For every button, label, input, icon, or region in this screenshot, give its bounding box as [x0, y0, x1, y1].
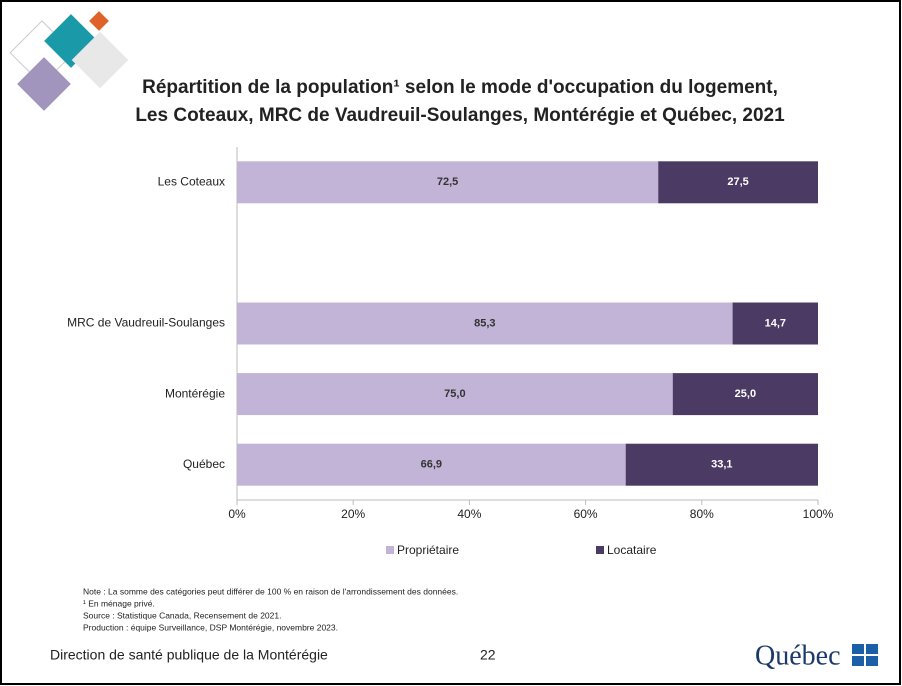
legend-swatch [386, 546, 394, 554]
note: Note : La somme des catégories peut diff… [83, 586, 458, 596]
category-label: MRC de Vaudreuil-Soulanges [67, 316, 225, 330]
value-label: 75,0 [444, 388, 465, 400]
value-label: 33,1 [711, 459, 732, 471]
chart-title: Répartition de la population¹ selon le m… [142, 77, 778, 98]
legend-label: Propriétaire [397, 543, 459, 557]
x-tick-label: 40% [457, 507, 481, 521]
category-label: Les Coteaux [158, 174, 225, 188]
x-tick-label: 100% [803, 507, 834, 521]
x-tick-label: 20% [341, 507, 365, 521]
value-label: 72,5 [437, 176, 458, 188]
x-tick-label: 60% [574, 507, 598, 521]
page-number: 22 [480, 647, 496, 663]
value-label: 85,3 [474, 317, 495, 329]
legend-label: Locataire [607, 543, 657, 557]
value-label: 14,7 [765, 317, 786, 329]
footer-text: Direction de santé publique de la Montér… [50, 647, 328, 663]
logo-text: Québec [755, 640, 841, 671]
x-tick-label: 80% [690, 507, 714, 521]
note: Production : équipe Surveillance, DSP Mo… [83, 622, 338, 632]
legend-swatch [596, 546, 604, 554]
note: ¹ En ménage privé. [83, 598, 155, 608]
note: Source : Statistique Canada, Recensement… [83, 610, 281, 620]
category-label: Québec [183, 457, 225, 471]
x-tick-label: 0% [228, 507, 246, 521]
category-label: Montérégie [165, 386, 225, 400]
value-label: 25,0 [735, 388, 756, 400]
slide: Répartition de la population¹ selon le m… [0, 0, 902, 686]
chart-title: Les Coteaux, MRC de Vaudreuil-Soulanges,… [135, 105, 785, 126]
value-label: 27,5 [727, 176, 748, 188]
value-label: 66,9 [421, 459, 442, 471]
